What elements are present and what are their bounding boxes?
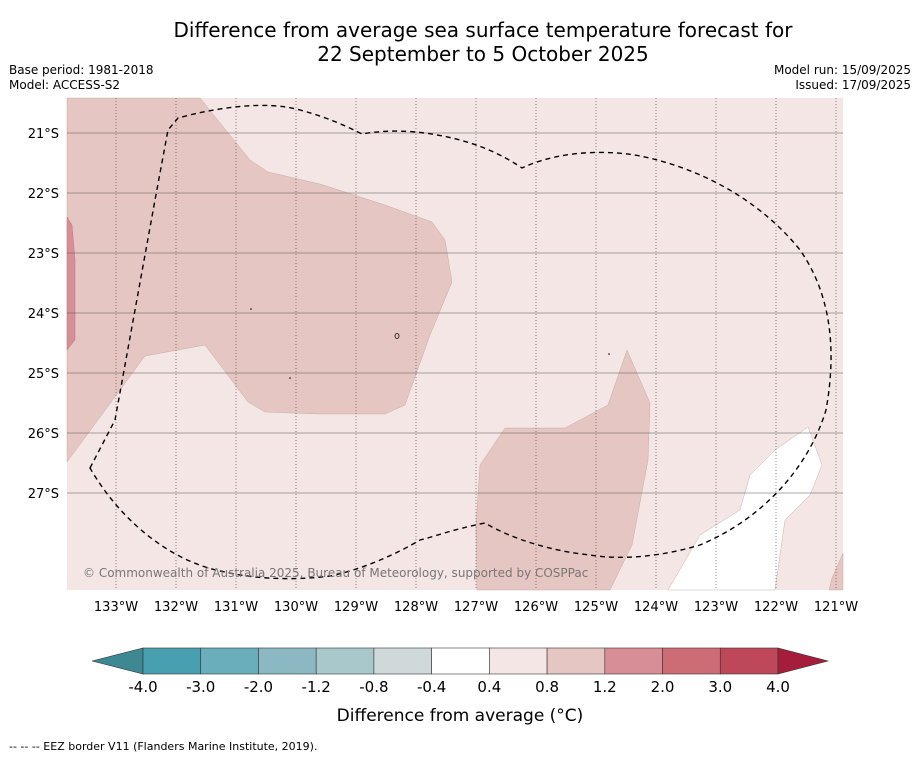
- meta-left: Base period: 1981-2018 Model: ACCESS-S2: [9, 63, 154, 93]
- latitude-labels: 21°S 22°S 23°S 24°S 25°S 26°S 27°S: [28, 127, 59, 502]
- longitude-label: 133°W: [94, 600, 138, 615]
- anomaly-region-middle: [475, 349, 651, 591]
- latitude-label: 24°S: [28, 307, 59, 322]
- colorbar-tick-label: -2.0: [244, 678, 273, 696]
- latitude-label: 22°S: [28, 187, 59, 202]
- longitude-label: 128°W: [394, 600, 438, 615]
- longitude-label: 126°W: [514, 600, 558, 615]
- colorbar-tick-label: -1.2: [302, 678, 331, 696]
- anomaly-region-strong: [66, 216, 76, 351]
- latitude-label: 25°S: [28, 367, 59, 382]
- island-marker: [289, 377, 291, 379]
- title-line-1: Difference from average sea surface temp…: [173, 18, 793, 42]
- latitude-label: 27°S: [28, 487, 59, 502]
- colorbar-segment: [431, 647, 490, 675]
- colorbar-extension-high: [777, 647, 830, 675]
- issued-text: Issued: 17/09/2025: [795, 78, 911, 92]
- longitude-label: 131°W: [214, 600, 258, 615]
- model-run-text: Model run: 15/09/2025: [773, 63, 911, 77]
- eez-footnote: -- -- -- EEZ border V11 (Flanders Marine…: [9, 740, 318, 753]
- longitude-label: 121°W: [814, 600, 858, 615]
- colorbar-tick-label: 0.4: [477, 678, 501, 696]
- colorbar-tick-label: 4.0: [766, 678, 790, 696]
- latitude-label: 21°S: [28, 127, 59, 142]
- colorbar-tick-label: 2.0: [651, 678, 675, 696]
- colorbar-tick-label: 1.2: [593, 678, 617, 696]
- anomaly-region-corner: [828, 552, 844, 591]
- colorbar-tick-label: -0.4: [417, 678, 446, 696]
- colorbar-segment: [315, 647, 375, 675]
- colorbar-tick-label: -4.0: [128, 678, 157, 696]
- longitude-label: 129°W: [334, 600, 378, 615]
- longitude-labels: 133°W 132°W 131°W 130°W 129°W 128°W 127°W 126°W…: [94, 600, 858, 615]
- colorbar-segment: [489, 647, 548, 675]
- colorbar-segment: [373, 647, 432, 675]
- model-text: Model: ACCESS-S2: [9, 78, 121, 92]
- colorbar-tick-label: -3.0: [186, 678, 215, 696]
- map-figure: © Commonwealth of Australia 2025, Bureau…: [28, 97, 858, 726]
- eez-border: [89, 104, 832, 580]
- latitude-label: 23°S: [28, 247, 59, 262]
- colorbar-segment: [258, 647, 317, 675]
- island-marker: [394, 333, 400, 339]
- graticule: [67, 98, 843, 590]
- colorbar-segment: [604, 647, 663, 675]
- colorbar-label: Difference from average (°C): [337, 706, 584, 726]
- meta-right: Model run: 15/09/2025 Issued: 17/09/2025: [774, 63, 911, 93]
- map-panel: © Commonwealth of Australia 2025, Bureau…: [66, 97, 844, 591]
- colorbar-tick-labels: -4.0 -3.0 -2.0 -1.2 -0.8 -0.4 0.4 0.8 1.2 2.0 3.0 4…: [128, 678, 790, 696]
- base-period-text: Base period: 1981-2018: [9, 63, 154, 77]
- colorbar-segment: [200, 647, 259, 675]
- colorbar-segment: [719, 647, 779, 675]
- colorbar-extension-low: [91, 647, 144, 675]
- title-line-2: 22 September to 5 October 2025: [317, 42, 649, 66]
- colorbar-tick-label: 3.0: [708, 678, 732, 696]
- colorbar-segment: [662, 647, 721, 675]
- colorbar-tick-label: -0.8: [359, 678, 388, 696]
- chart-title: Difference from average sea surface temp…: [0, 18, 919, 66]
- neutral-region: [667, 426, 823, 591]
- colorbar-tick-label: 0.8: [535, 678, 559, 696]
- copyright-watermark: © Commonwealth of Australia 2025, Bureau…: [83, 566, 588, 580]
- longitude-label: 123°W: [694, 600, 738, 615]
- island-marker: [250, 308, 252, 310]
- longitude-label: 132°W: [154, 600, 198, 615]
- island-marker: [608, 353, 610, 355]
- colorbar-segment: [546, 647, 606, 675]
- longitude-label: 127°W: [454, 600, 498, 615]
- colorbar: [91, 647, 830, 675]
- longitude-label: 130°W: [274, 600, 318, 615]
- latitude-label: 26°S: [28, 427, 59, 442]
- longitude-label: 124°W: [634, 600, 678, 615]
- longitude-label: 125°W: [574, 600, 618, 615]
- longitude-label: 122°W: [754, 600, 798, 615]
- colorbar-segment: [142, 647, 202, 675]
